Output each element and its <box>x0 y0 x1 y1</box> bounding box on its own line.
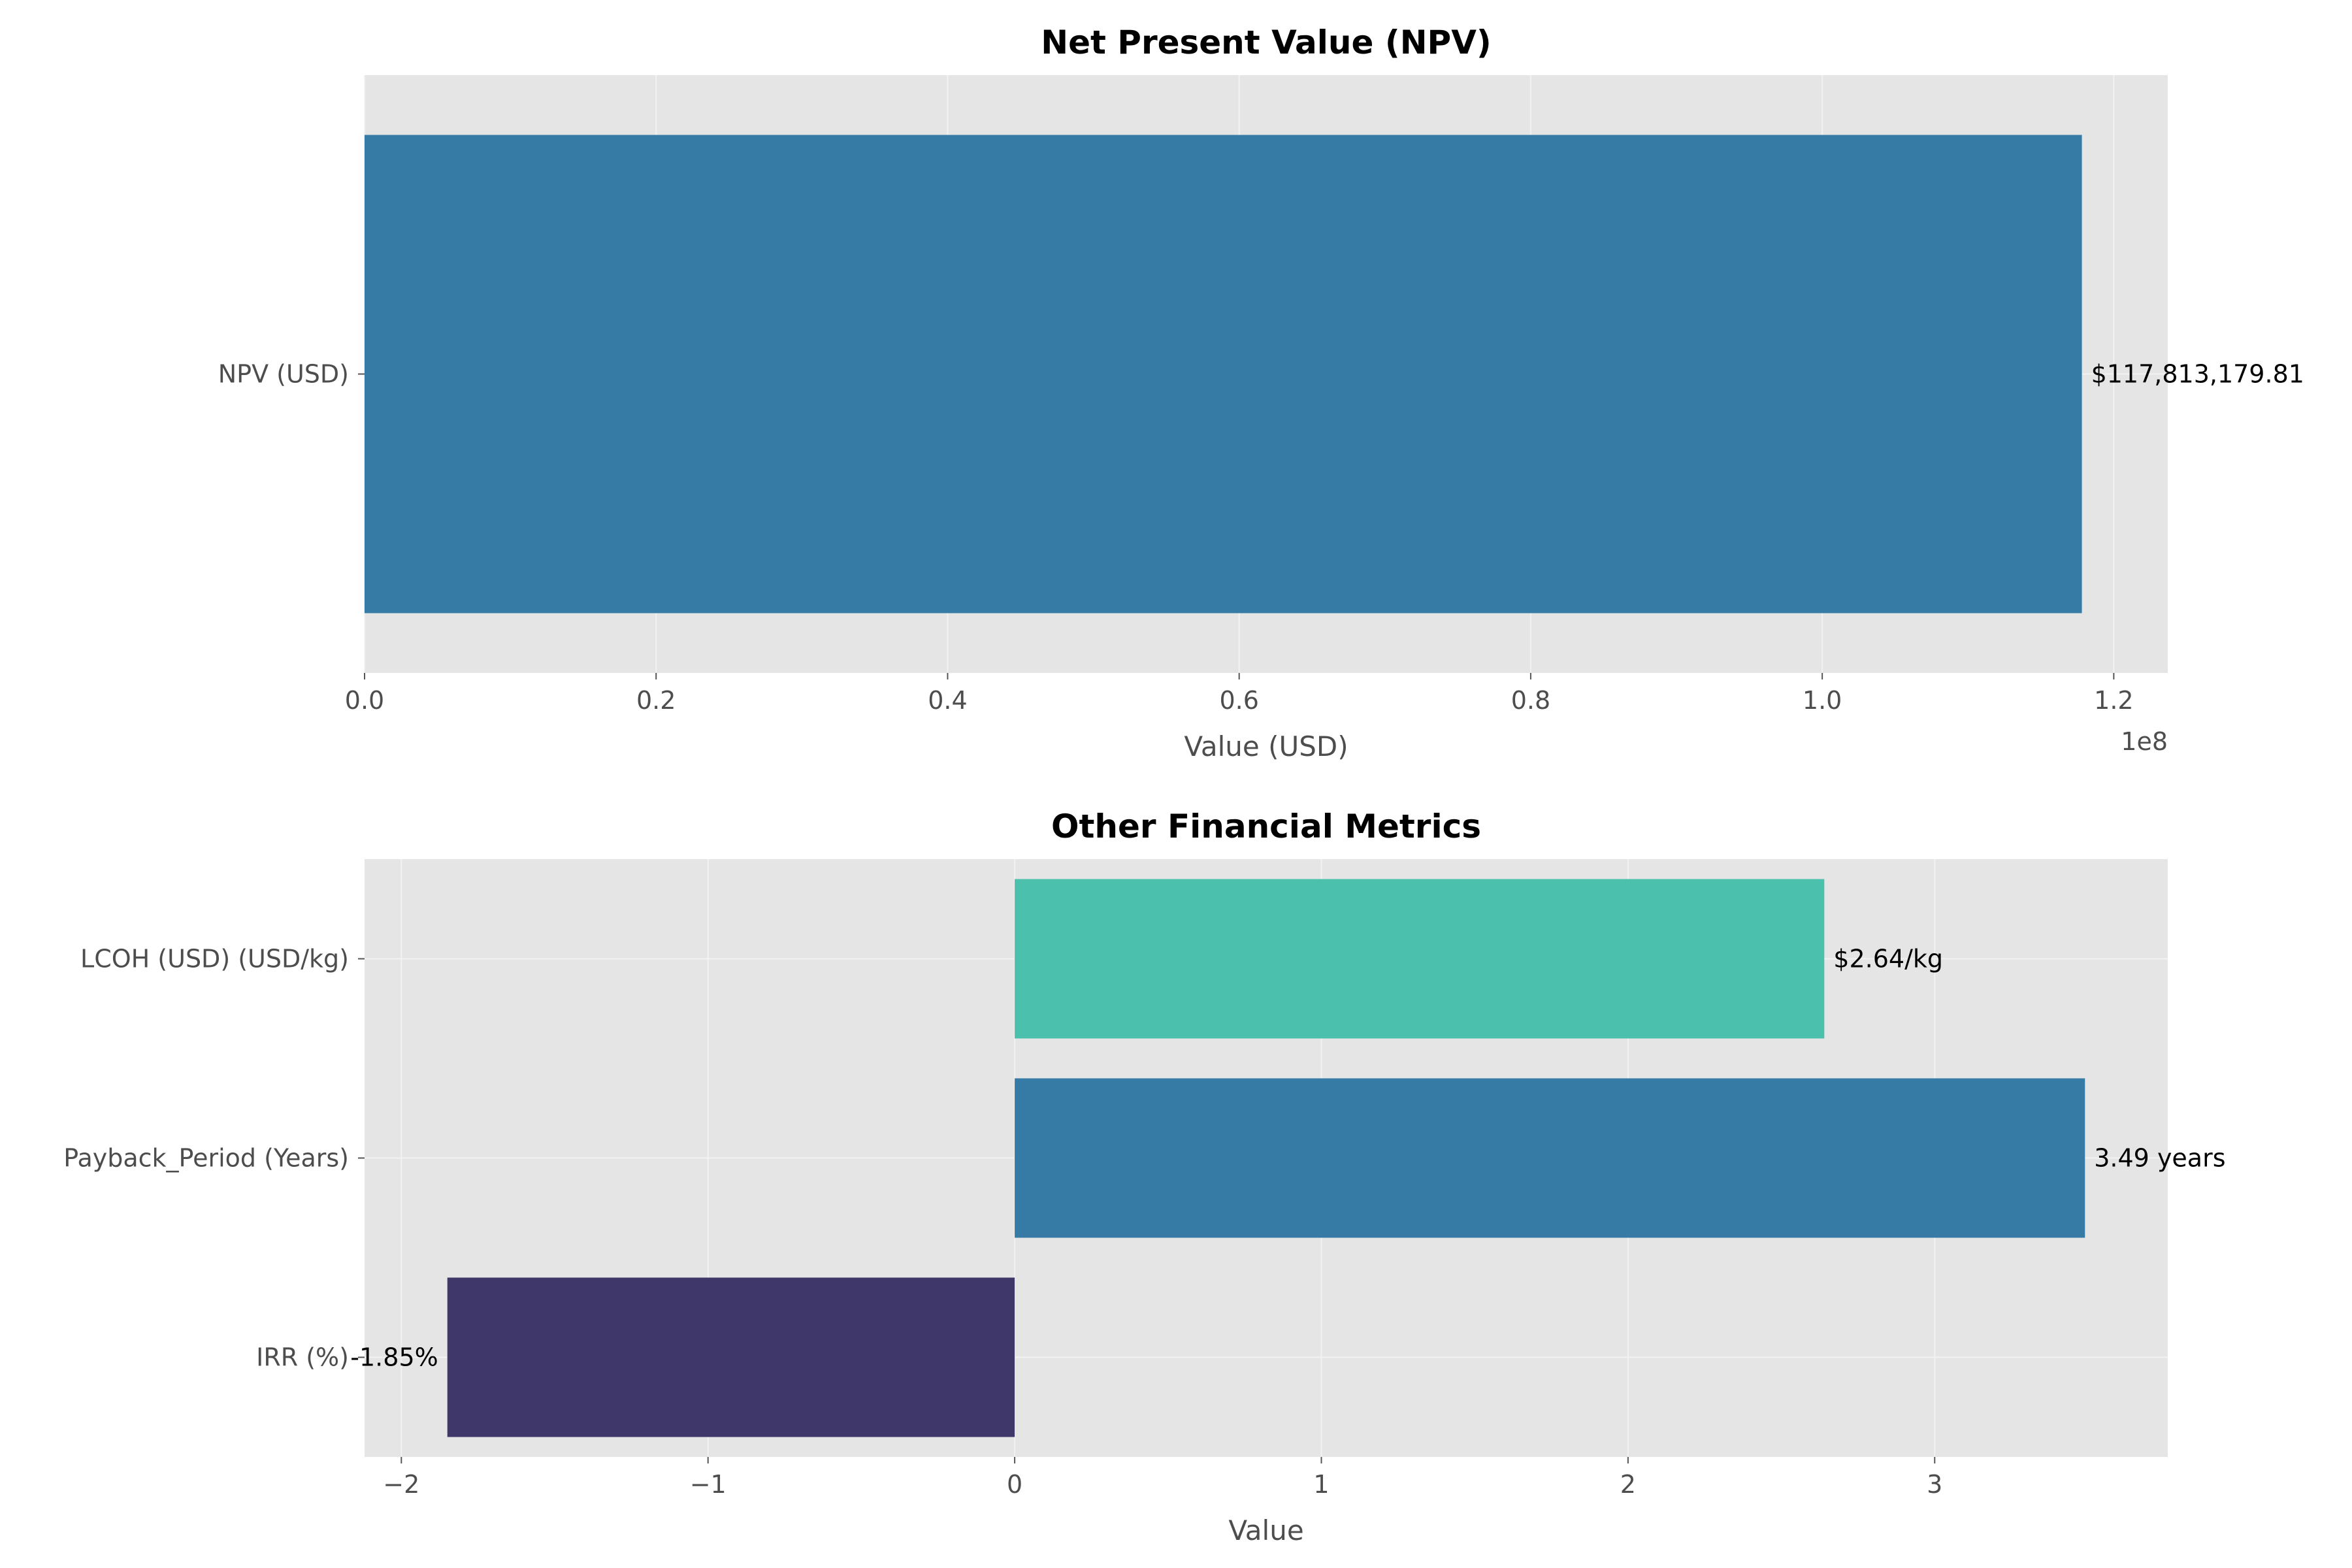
npv-y-ticks: NPV (USD) <box>218 360 365 389</box>
npv-x-tick-label: 0.8 <box>1511 686 1550 715</box>
npv-chart-title: Net Present Value (NPV) <box>1041 24 1492 61</box>
other-metrics-x-tick-label: −2 <box>383 1470 419 1499</box>
npv-data-label: $117,813,179.81 <box>2091 360 2304 389</box>
other-metrics-data-labels: $2.64/kg 3.49 years -1.85% <box>350 945 2225 1372</box>
npv-y-tick-label: NPV (USD) <box>218 360 349 389</box>
other-metrics-x-tick-label: 0 <box>1007 1470 1022 1499</box>
other-metrics-y-tick-label: IRR (%) <box>256 1343 349 1372</box>
npv-x-tick-label: 1.0 <box>1803 686 1842 715</box>
other-metrics-y-ticks: LCOH (USD) (USD/kg) Payback_Period (Years… <box>63 945 365 1372</box>
other-metrics-chart: Other Financial Metrics $2.64/kg 3.49 yea… <box>63 808 2225 1546</box>
other-metrics-x-ticks: −2 −1 0 1 2 3 <box>383 1457 1942 1499</box>
other-metrics-bar <box>447 1277 1015 1437</box>
other-metrics-x-axis-label: Value <box>1228 1514 1303 1546</box>
other-metrics-data-label: $2.64/kg <box>1833 945 1943 973</box>
npv-x-tick-label: 0.2 <box>636 686 676 715</box>
npv-x-tick-label: 1.2 <box>2094 686 2133 715</box>
other-metrics-x-tick-label: 2 <box>1620 1470 1636 1499</box>
npv-x-tick-label: 0.4 <box>928 686 967 715</box>
npv-x-tick-label: 0.6 <box>1219 686 1258 715</box>
other-metrics-data-label: 3.49 years <box>2094 1144 2225 1173</box>
npv-data-labels: $117,813,179.81 <box>2091 360 2304 389</box>
other-metrics-chart-title: Other Financial Metrics <box>1051 808 1481 845</box>
npv-x-axis-offset: 1e8 <box>2121 727 2168 756</box>
npv-x-axis-label: Value (USD) <box>1184 730 1348 762</box>
other-metrics-y-tick-label: LCOH (USD) (USD/kg) <box>80 945 349 973</box>
other-metrics-x-tick-label: 1 <box>1313 1470 1329 1499</box>
npv-x-ticks: 0.0 0.2 0.4 0.6 0.8 1.0 1.2 <box>345 673 2134 715</box>
npv-bar <box>365 135 2082 613</box>
other-metrics-x-tick-label: 3 <box>1927 1470 1942 1499</box>
other-metrics-bar <box>1015 879 1825 1039</box>
npv-x-tick-label: 0.0 <box>345 686 384 715</box>
other-metrics-bars <box>447 879 2085 1437</box>
other-metrics-y-tick-label: Payback_Period (Years) <box>63 1144 349 1173</box>
npv-chart: Net Present Value (NPV) $117,813,179.81 … <box>218 24 2304 762</box>
other-metrics-data-label: -1.85% <box>350 1343 438 1372</box>
npv-bars <box>365 135 2082 613</box>
other-metrics-bar <box>1015 1078 2085 1238</box>
other-metrics-x-tick-label: −1 <box>690 1470 727 1499</box>
